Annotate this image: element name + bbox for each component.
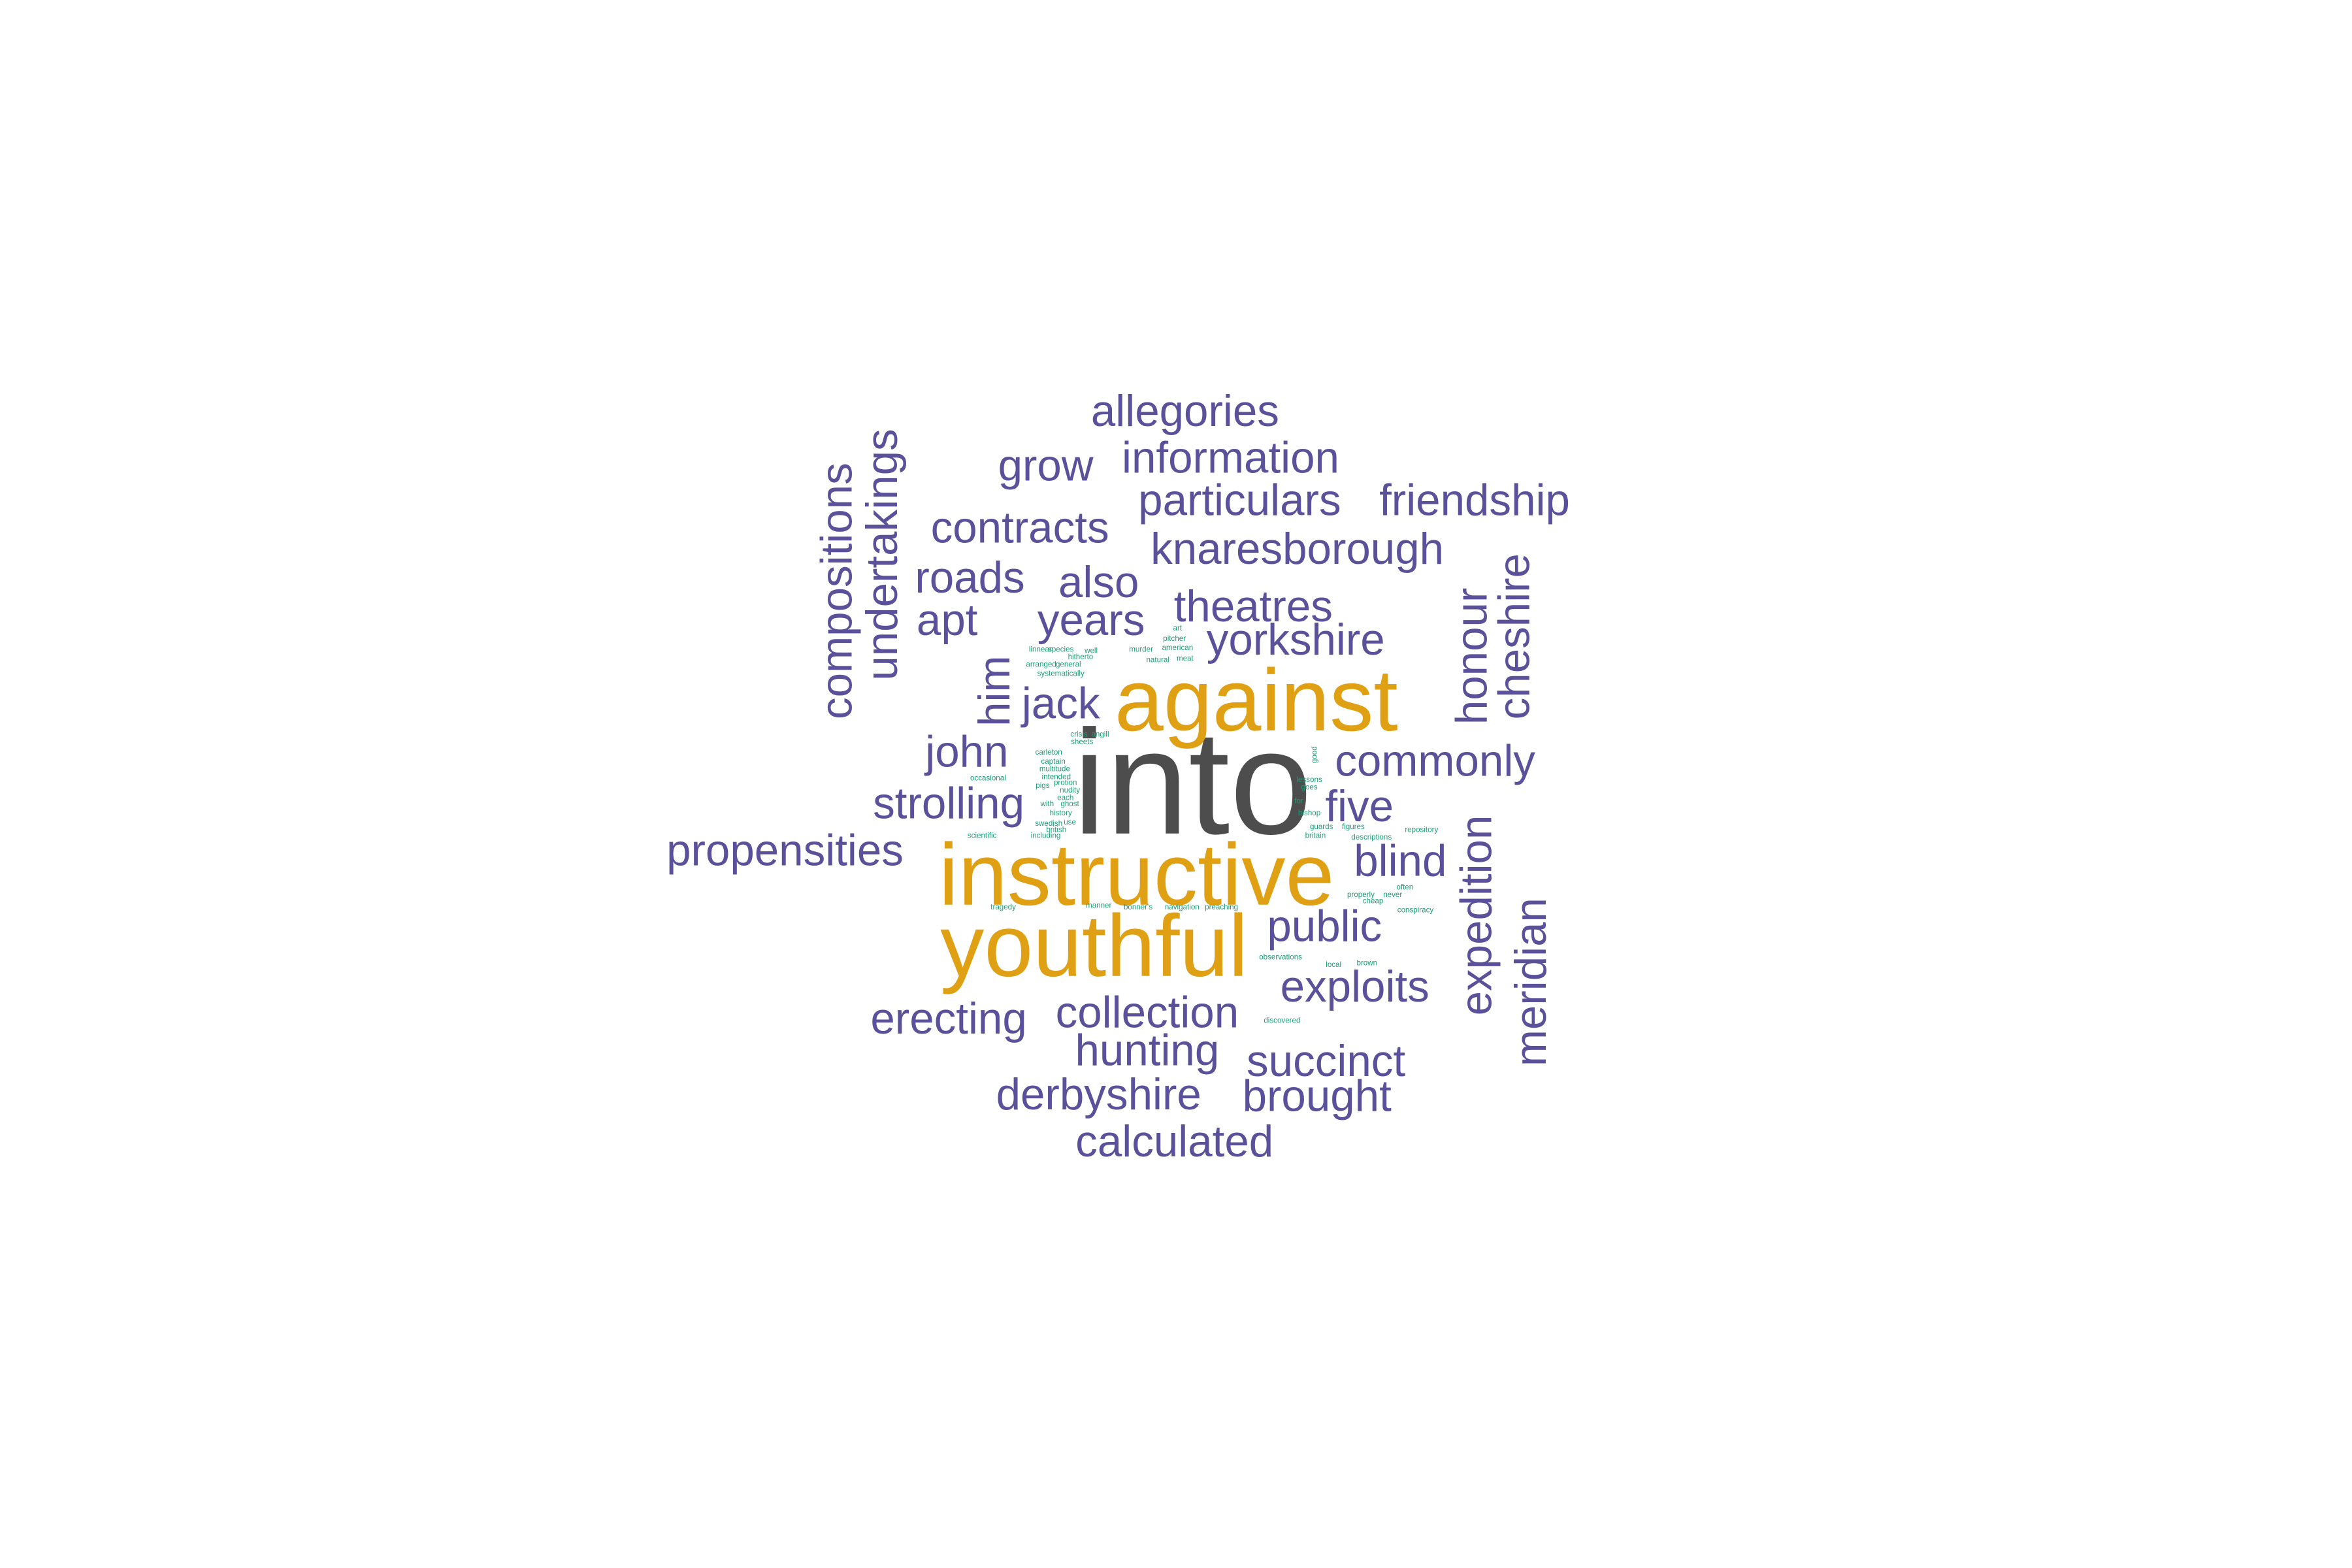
- cloud-word-multitude: multitude: [1039, 765, 1070, 774]
- cloud-word-captain: captain: [1041, 757, 1065, 766]
- cloud-word-for: for: [1294, 796, 1303, 805]
- cloud-word-lessons: lessons: [1296, 776, 1322, 784]
- cloud-word-yorkshire: yorkshire: [1207, 615, 1385, 664]
- cloud-word-allegories: allegories: [1091, 387, 1279, 436]
- cloud-word-particulars: particulars: [1138, 476, 1341, 525]
- cloud-word-preaching: preaching: [1205, 903, 1238, 911]
- cloud-word-cheap: cheap: [1363, 897, 1384, 906]
- cloud-word-descriptions: descriptions: [1351, 833, 1392, 841]
- cloud-word-bishop: bishop: [1298, 809, 1320, 817]
- cloud-word-erecting: erecting: [870, 994, 1026, 1043]
- cloud-word-john: john: [924, 728, 1008, 777]
- cloud-word-knaresborough: knaresborough: [1151, 525, 1444, 574]
- cloud-word-propensities: propensities: [666, 826, 904, 875]
- cloud-word-brought: brought: [1243, 1071, 1392, 1120]
- cloud-word-roads: roads: [915, 553, 1024, 602]
- cloud-word-friendship: friendship: [1379, 476, 1570, 525]
- cloud-word-protion: protion: [1054, 779, 1077, 787]
- cloud-word-him: him: [970, 655, 1019, 726]
- cloud-word-natural: natural: [1146, 656, 1169, 664]
- cloud-word-scientific: scientific: [968, 832, 997, 840]
- cloud-word-hunting: hunting: [1075, 1026, 1220, 1075]
- cloud-word-commonly: commonly: [1335, 737, 1535, 786]
- cloud-word-jack: jack: [1021, 679, 1100, 728]
- cloud-word-exploits: exploits: [1281, 962, 1429, 1011]
- cloud-word-often: often: [1396, 883, 1413, 892]
- cloud-word-arranged: arranged: [1026, 661, 1056, 669]
- cloud-word-brown: brown: [1357, 959, 1378, 968]
- cloud-word-theatres: theatres: [1174, 582, 1333, 631]
- cloud-word-youthful: youthful: [940, 896, 1248, 995]
- cloud-word-well: well: [1084, 647, 1098, 655]
- cloud-word-systematically: systematically: [1037, 670, 1085, 678]
- cloud-word-calculated: calculated: [1075, 1117, 1273, 1166]
- cloud-word-swedish: swedish: [1035, 819, 1062, 828]
- cloud-word-britain: britain: [1305, 832, 1326, 840]
- cloud-word-including: including: [1031, 832, 1061, 840]
- cloud-word-tragedy: tragedy: [990, 903, 1016, 911]
- cloud-word-hitherto: hitherto: [1068, 653, 1094, 661]
- cloud-word-public: public: [1267, 902, 1382, 951]
- cloud-word-ghost: ghost: [1060, 800, 1079, 808]
- cloud-word-carleton: carleton: [1036, 748, 1062, 757]
- cloud-word-general: general: [1056, 661, 1081, 669]
- cloud-word-use: use: [1064, 818, 1076, 826]
- cloud-word-years: years: [1037, 596, 1145, 645]
- cloud-word-properly: properly: [1347, 890, 1375, 899]
- cloud-word-good: good: [1311, 746, 1319, 763]
- cloud-word-nudity: nudity: [1060, 786, 1080, 794]
- cloud-word-species: species: [1048, 645, 1074, 653]
- cloud-word-discovered: discovered: [1264, 1017, 1300, 1025]
- cloud-word-british: british: [1046, 826, 1066, 834]
- cloud-word-with: with: [1039, 800, 1054, 808]
- cloud-word-sheets: sheets: [1071, 738, 1093, 746]
- cloud-word-also: also: [1058, 558, 1139, 607]
- cloud-word-crisis: crisis: [1070, 730, 1088, 738]
- cloud-word-blind: blind: [1354, 837, 1446, 886]
- cloud-word-pigs: pigs: [1036, 781, 1049, 790]
- cloud-word-instructive: instructive: [939, 825, 1334, 924]
- cloud-word-local: local: [1326, 960, 1341, 969]
- cloud-word-honour: honour: [1448, 588, 1497, 725]
- cloud-word-derbyshire: derbyshire: [996, 1070, 1201, 1119]
- cloud-word-strolling: strolling: [873, 779, 1024, 828]
- cloud-word-guards: guards: [1310, 823, 1333, 831]
- cloud-word-repository: repository: [1405, 826, 1438, 834]
- cloud-word-grow: grow: [998, 441, 1094, 490]
- cloud-word-apt: apt: [917, 596, 978, 645]
- cloud-word-murder: murder: [1129, 645, 1153, 653]
- cloud-word-figures: figures: [1342, 823, 1365, 831]
- cloud-word-collection: collection: [1056, 988, 1239, 1037]
- cloud-word-against: against: [1115, 651, 1398, 749]
- cloud-word-navigation: navigation: [1165, 903, 1200, 911]
- cloud-word-compositions: compositions: [813, 463, 862, 719]
- cloud-word-cheshire: cheshire: [1490, 553, 1539, 719]
- cloud-word-linnean: linnean: [1029, 645, 1053, 653]
- cloud-word-angill: angill: [1091, 730, 1109, 738]
- cloud-word-succinct: succinct: [1247, 1037, 1405, 1086]
- cloud-word-observations: observations: [1259, 953, 1302, 961]
- cloud-word-meridian: meridian: [1507, 898, 1556, 1066]
- cloud-word-meat: meat: [1177, 654, 1194, 662]
- cloud-word-occasional: occasional: [970, 774, 1006, 783]
- cloud-word-five: five: [1325, 782, 1394, 831]
- cloud-word-intended: intended: [1042, 772, 1071, 781]
- cloud-word-bonner-s: bonner's: [1124, 903, 1152, 911]
- cloud-word-american: american: [1162, 644, 1193, 652]
- cloud-word-each: each: [1057, 794, 1073, 802]
- cloud-word-pitcher: pitcher: [1163, 634, 1186, 643]
- cloud-word-goes: goes: [1301, 783, 1318, 792]
- cloud-word-conspiracy: conspiracy: [1397, 906, 1434, 914]
- cloud-word-expedition: expedition: [1452, 815, 1501, 1016]
- cloud-word-contracts: contracts: [931, 503, 1109, 552]
- cloud-word-manner: manner: [1086, 901, 1111, 909]
- cloud-word-art: art: [1173, 624, 1183, 632]
- cloud-word-into: into: [1073, 700, 1312, 866]
- cloud-word-never: never: [1383, 890, 1402, 899]
- cloud-word-information: information: [1122, 434, 1339, 483]
- cloud-word-history: history: [1050, 809, 1072, 817]
- cloud-word-undertakings: undertakings: [858, 429, 907, 680]
